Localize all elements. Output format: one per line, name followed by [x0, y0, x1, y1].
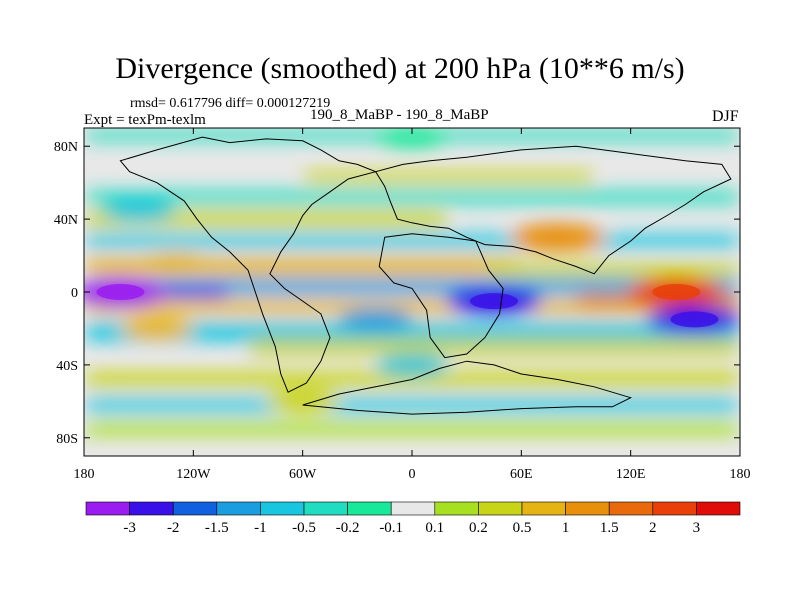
colorbar-label: 0.2: [469, 520, 488, 536]
y-tick-label: 80N: [54, 140, 78, 155]
x-axis-ticks: 180 120W 60W 0 60E 120E 180: [74, 128, 751, 482]
colorbar-label: 1.5: [600, 520, 619, 536]
colorbar-label: -3: [123, 520, 136, 536]
colorbar-label: -2: [167, 520, 180, 536]
colorbar-label: -0.1: [379, 520, 403, 536]
field-band: [84, 234, 740, 248]
colorbar-label: 3: [693, 520, 701, 536]
colorbar-swatch: [521, 501, 566, 516]
colorbar-label: -0.2: [336, 520, 360, 536]
colorbar-swatch: [478, 501, 523, 516]
colorbar-swatch: [303, 501, 348, 516]
field-band: [84, 279, 740, 294]
field-band: [484, 263, 740, 277]
x-tick-label: 180: [74, 467, 95, 482]
field-feature: [376, 128, 448, 149]
colorbar-label: 0.5: [513, 520, 532, 536]
field-core: [470, 293, 518, 310]
field-feature: [139, 253, 212, 276]
colorbar-swatch: [390, 501, 436, 516]
colorbar-label: -1.5: [205, 520, 229, 536]
colorbar-swatch: [608, 501, 654, 516]
rmsd-label: rmsd= 0.617796 diff= 0.000127219: [130, 96, 331, 111]
continent-outline: [302, 360, 633, 415]
y-tick-label: 0: [71, 286, 78, 301]
field-feature: [266, 390, 339, 413]
x-tick-label: 120E: [616, 467, 646, 482]
field-band: [84, 300, 740, 313]
y-tick-label: 80S: [56, 432, 78, 447]
colorbar-label: -1: [254, 520, 267, 536]
colorbar-label: 0.1: [425, 520, 444, 536]
colorbar-swatch: [172, 501, 218, 516]
field-band: [302, 171, 595, 183]
x-tick-label: 120W: [176, 467, 211, 482]
colorbar-swatch: [696, 501, 741, 516]
field-feature: [120, 317, 193, 340]
field-band: [84, 211, 449, 227]
chart-title: Divergence (smoothed) at 200 hPa (10**6 …: [115, 52, 685, 85]
continent-outline: [378, 233, 504, 359]
y-tick-label: 40N: [54, 213, 78, 228]
colorbar-swatch: [347, 501, 392, 516]
field-core: [96, 284, 145, 300]
field-band: [84, 398, 740, 412]
field-feature: [102, 199, 175, 221]
field-feature: [339, 308, 412, 331]
colorbar-label: -0.5: [292, 520, 316, 536]
field-core: [652, 284, 701, 300]
colorbar: -3 -2 -1.5 -1 -0.5 -0.2 -0.1 0.1 0.2 0.5 1 1.5 2 3: [85, 501, 741, 536]
field-band: [84, 190, 740, 204]
field-feature: [376, 353, 448, 376]
colorbar-swatch: [216, 501, 261, 516]
x-tick-label: 60W: [289, 467, 317, 482]
season-label: DJF: [712, 108, 739, 125]
continent-outlines: [119, 136, 732, 415]
y-tick-label: 40S: [56, 359, 78, 374]
continent-outline: [374, 145, 732, 275]
colorbar-swatch: [565, 501, 610, 516]
field-feature: [510, 223, 605, 252]
colorbar-swatch: [129, 501, 174, 516]
field-band: [84, 422, 740, 436]
field-core: [670, 311, 719, 328]
colorbar-swatch: [85, 501, 130, 516]
colorbar-swatch: [652, 501, 697, 516]
y-axis-ticks: 80N 40N 0 40S 80S: [54, 140, 740, 447]
field-band: [248, 339, 740, 354]
colorbar-label: 2: [649, 520, 657, 536]
x-tick-label: 0: [409, 467, 416, 482]
field-band: [84, 322, 740, 342]
experiment-label: Expt = texPm-texlm: [84, 112, 206, 128]
x-tick-label: 180: [730, 467, 751, 482]
x-tick-label: 60E: [510, 467, 533, 482]
colorbar-swatch: [260, 501, 305, 516]
continent-outline: [119, 136, 378, 393]
case-label: 190_8_MaBP - 190_8_MaBP: [310, 107, 489, 123]
colorbar-swatch: [434, 501, 479, 516]
colorbar-label: 1: [562, 520, 570, 536]
